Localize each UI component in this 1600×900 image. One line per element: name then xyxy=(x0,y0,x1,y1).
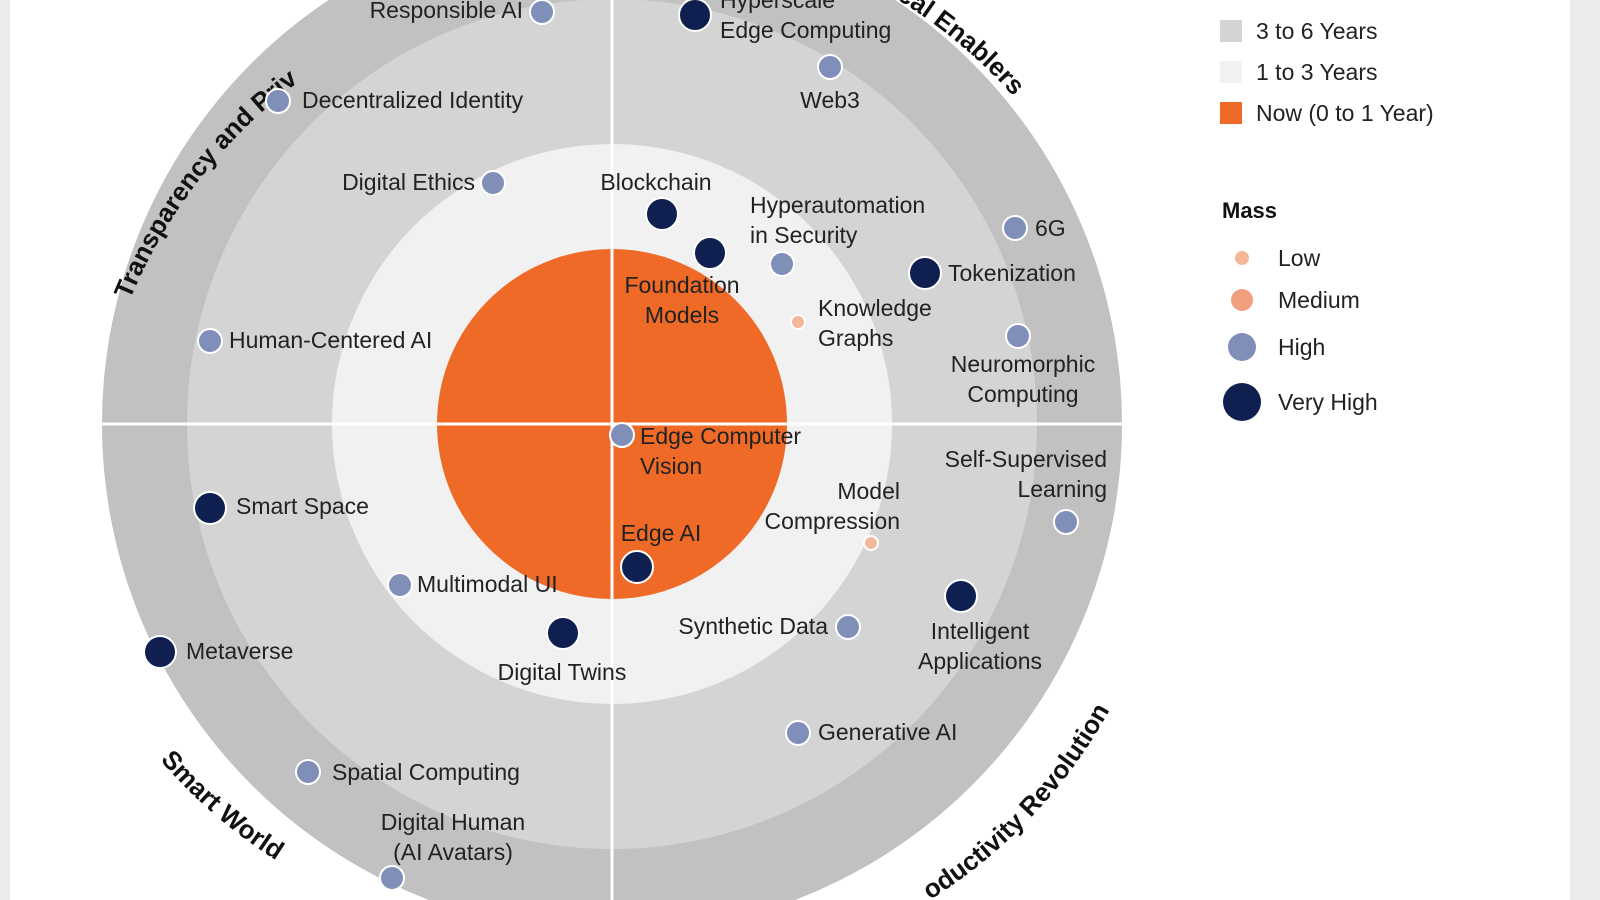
tech-label-generative-ai: Generative AI xyxy=(818,719,957,745)
tech-dot-6g xyxy=(1002,215,1028,241)
tech-label-neuromorphic-computing: Neuromorphic Computing xyxy=(951,351,1095,407)
tech-label-responsible-ai: Responsible AI xyxy=(370,0,523,23)
legend-mass-title: Mass xyxy=(1222,198,1278,223)
tech-label-6g: 6G xyxy=(1035,215,1066,241)
tech-dot-intelligent-applications xyxy=(944,579,978,613)
tech-label-human-centered-ai: Human-Centered AI xyxy=(229,327,432,353)
tech-label-smart-space: Smart Space xyxy=(236,493,369,519)
mass-very-high-dot xyxy=(1223,383,1261,421)
tech-label-multimodal-ui: Multimodal UI xyxy=(417,571,558,597)
legend-range-label: Now (0 to 1 Year) xyxy=(1256,99,1434,126)
tech-label-knowledge-graphs: Knowledge Graphs xyxy=(818,295,932,351)
tech-label-model-compression: Model Compression xyxy=(765,478,901,534)
tech-dot-human-centered-ai xyxy=(197,328,223,354)
legend-range-3-to-6: 3 to 6 Years xyxy=(1220,14,1378,48)
tech-dot-edge-computer-vision xyxy=(609,422,635,448)
tech-dot-self-supervised-learning xyxy=(1053,509,1079,535)
legend-mass-low: Low xyxy=(1220,241,1320,275)
tech-dot-hyperscale-edge-computing xyxy=(678,0,712,32)
tech-label-intelligent-applications: Intelligent Applications xyxy=(918,618,1042,674)
tech-dot-neuromorphic-computing xyxy=(1005,323,1031,349)
tech-dot-digital-twins xyxy=(546,616,580,650)
legend-range-label: 1 to 3 Years xyxy=(1256,58,1378,85)
tech-dot-blockchain xyxy=(645,197,679,231)
tech-label-foundation-models: Foundation Models xyxy=(624,272,739,328)
tech-label-edge-ai: Edge AI xyxy=(621,520,702,546)
tech-label-web3: Web3 xyxy=(800,87,860,113)
legend-mass-label: Medium xyxy=(1278,286,1360,313)
tech-dot-decentralized-identity xyxy=(265,88,291,114)
tech-label-decentralized-identity: Decentralized Identity xyxy=(302,87,524,113)
tech-dot-responsible-ai xyxy=(529,0,555,25)
legend-mass-label: High xyxy=(1278,333,1326,360)
legend-range-1-to-3: 1 to 3 Years xyxy=(1220,55,1378,89)
legend-mass-label: Very High xyxy=(1278,388,1378,415)
tech-label-blockchain: Blockchain xyxy=(600,169,711,195)
tech-label-hyperautomation-in-security: Hyperautomation in Security xyxy=(750,192,925,248)
tech-dot-synthetic-data xyxy=(835,614,861,640)
tech-dot-model-compression xyxy=(863,535,879,551)
legend-range-now: Now (0 to 1 Year) xyxy=(1220,96,1434,130)
tech-label-digital-twins: Digital Twins xyxy=(498,659,627,685)
legend-mass-label: Low xyxy=(1278,244,1321,271)
technology-layer: Responsible AI Hyperscale Edge Computing We… xyxy=(143,0,1107,891)
swatch-1-to-3-years xyxy=(1220,61,1242,83)
radar-diagram: Transparency and Priv ical Enablers Smar… xyxy=(100,0,1125,900)
tech-dot-smart-space xyxy=(193,491,227,525)
mass-low-dot xyxy=(1235,251,1249,265)
impact-radar: Transparency and Priv ical Enablers Smar… xyxy=(10,0,1570,900)
tech-dot-foundation-models xyxy=(693,236,727,270)
legend-mass-medium: Medium xyxy=(1220,283,1360,317)
tech-label-digital-human-ai-avatars: Digital Human (AI Avatars) xyxy=(381,809,525,865)
tech-dot-generative-ai xyxy=(785,720,811,746)
tech-label-self-supervised-learning: Self-Supervised Learning xyxy=(945,446,1107,502)
tech-label-tokenization: Tokenization xyxy=(948,260,1076,286)
mass-high-dot xyxy=(1228,333,1256,361)
mass-medium-dot xyxy=(1231,289,1253,311)
tech-label-edge-computer-vision: Edge Computer Vision xyxy=(640,423,801,479)
legend-mass-very-high: Very High xyxy=(1220,383,1378,421)
swatch-now xyxy=(1220,102,1242,124)
tech-dot-spatial-computing xyxy=(295,759,321,785)
tech-label-spatial-computing: Spatial Computing xyxy=(332,759,520,785)
tech-dot-edge-ai xyxy=(620,550,654,584)
legend-range-label: 3 to 6 Years xyxy=(1256,17,1378,44)
tech-dot-metaverse xyxy=(143,635,177,669)
tech-dot-digital-ethics xyxy=(480,170,506,196)
tech-label-hyperscale-edge-computing: Hyperscale Edge Computing xyxy=(720,0,891,43)
tech-label-synthetic-data: Synthetic Data xyxy=(678,613,828,639)
swatch-3-to-6-years xyxy=(1220,20,1242,42)
tech-dot-web3 xyxy=(817,54,843,80)
legend-mass-high: High xyxy=(1220,330,1325,364)
tech-label-digital-ethics: Digital Ethics xyxy=(342,169,475,195)
tech-dot-tokenization xyxy=(908,256,942,290)
legend: 3 to 6 Years 1 to 3 Years Now (0 to 1 Ye… xyxy=(1220,0,1560,460)
tech-dot-digital-human-ai-avatars xyxy=(379,865,405,891)
tech-dot-hyperautomation-in-security xyxy=(769,251,795,277)
tech-label-metaverse: Metaverse xyxy=(186,638,293,664)
tech-dot-knowledge-graphs xyxy=(790,314,806,330)
tech-dot-multimodal-ui xyxy=(387,572,413,598)
